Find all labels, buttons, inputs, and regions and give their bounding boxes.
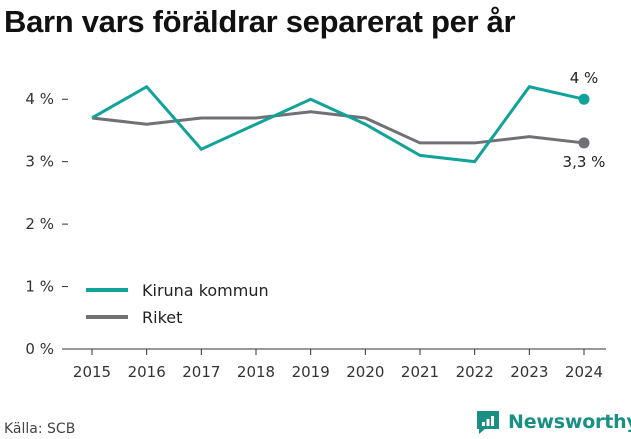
y-tick-label: 1 %	[25, 278, 54, 296]
x-tick-label: 2015	[73, 363, 111, 381]
newsworthy-logo-icon	[477, 411, 499, 434]
brand-logo: Newsworthy	[474, 408, 631, 436]
legend: Kiruna kommun Riket	[86, 281, 269, 327]
series-end-point-riket	[578, 137, 590, 149]
legend-label-riket: Riket	[142, 308, 182, 327]
y-tick-label: 4 %	[25, 90, 54, 108]
brand-name: Newsworthy	[508, 411, 631, 433]
y-axis: 0 % 1 % 2 % 3 % 4 %	[25, 90, 68, 358]
legend-label-kiruna: Kiruna kommun	[142, 281, 269, 300]
x-tick-label: 2020	[346, 363, 384, 381]
line-chart: 0 % 1 % 2 % 3 % 4 % 2015 2016 2017 2018 2019 2020…	[25, 69, 606, 381]
series-layer: 4 % 3,3 %	[91, 69, 606, 171]
chart-title: Barn vars föräldrar separerat per år	[4, 4, 516, 39]
y-tick-label: 2 %	[25, 215, 54, 233]
x-tick-label: 2022	[456, 363, 494, 381]
x-tick-label: 2021	[401, 363, 439, 381]
series-line-kiruna	[91, 84, 585, 164]
y-tick-label: 0 %	[25, 340, 54, 358]
end-value-label-kiruna: 4 %	[570, 69, 599, 87]
y-tick-label: 3 %	[25, 153, 54, 171]
series-line-riket	[91, 110, 585, 145]
x-axis: 2015 2016 2017 2018 2019 2020 2021 2022 2023 2024	[68, 348, 606, 381]
x-tick-label: 2017	[182, 363, 220, 381]
x-tick-label: 2018	[237, 363, 275, 381]
x-tick-label: 2019	[292, 363, 330, 381]
x-tick-label: 2016	[128, 363, 166, 381]
source-note: Källa: SCB	[4, 421, 76, 437]
x-tick-label: 2024	[565, 363, 603, 381]
series-end-point-kiruna	[578, 93, 590, 105]
x-tick-label: 2023	[510, 363, 548, 381]
end-value-label-riket: 3,3 %	[563, 153, 606, 171]
